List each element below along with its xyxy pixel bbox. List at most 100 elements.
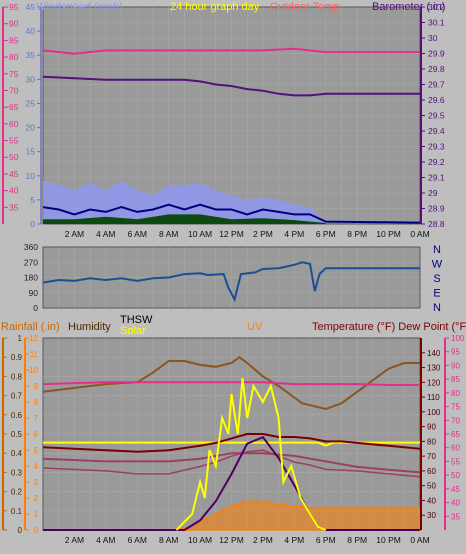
compass-w-1: W xyxy=(432,259,443,271)
rain-tick-0: 0 xyxy=(18,526,23,535)
humidity-line xyxy=(42,355,420,411)
uv-tick-9: 9 xyxy=(34,382,39,391)
wind-tick-0: 0 xyxy=(30,219,35,229)
rain-tick-0-4: 0.4 xyxy=(11,449,23,458)
baro-tick-30: 30 xyxy=(428,33,438,43)
wind-tick-20: 20 xyxy=(26,123,36,133)
x-tick-12-pm: 12 PM xyxy=(219,535,244,545)
temp-tick-60: 60 xyxy=(427,467,436,476)
temp-tick-75: 75 xyxy=(9,69,19,79)
solar-line xyxy=(175,377,327,531)
x-tick-10-am: 10 AM xyxy=(188,535,212,545)
rainfall-label: Rainfall (.in) xyxy=(1,321,60,333)
uv-tick-2: 2 xyxy=(34,494,39,503)
dew-tick-65: 65 xyxy=(451,430,460,439)
wind-tick-5: 5 xyxy=(30,195,35,205)
x-tick-10-am: 10 AM xyxy=(188,229,212,239)
wind-tick-45: 45 xyxy=(26,2,36,12)
temp-tick-90: 90 xyxy=(427,423,436,432)
temperature-label: Temperature (°F) Dew Point (°F) xyxy=(312,321,466,333)
dew-tick-50: 50 xyxy=(451,471,460,480)
x-tick-6-pm: 6 PM xyxy=(316,229,336,239)
baro-tick-29-7: 29.7 xyxy=(428,80,445,90)
baro-tick-29-9: 29.9 xyxy=(428,49,445,59)
x-tick-10-pm: 10 PM xyxy=(376,229,401,239)
baro-tick-29-4: 29.4 xyxy=(428,126,445,136)
temperature-line xyxy=(42,433,421,453)
rain-tick-0-3: 0.3 xyxy=(11,468,23,477)
dir-tick-360: 360 xyxy=(24,242,38,252)
outdoor-temp-label: Outdoor Temp xyxy=(270,1,340,13)
dewpoint-line xyxy=(42,452,421,474)
rain-tick-0-1: 0.1 xyxy=(11,507,23,516)
dew-tick-80: 80 xyxy=(451,389,460,398)
baro-tick-28-9: 28.9 xyxy=(428,204,445,214)
dew-tick-60: 60 xyxy=(451,444,460,453)
baro-tick-29-5: 29.5 xyxy=(428,111,445,121)
x-tick-6-pm: 6 PM xyxy=(316,535,336,545)
uv-tick-1: 1 xyxy=(34,510,39,519)
uv-tick-11: 11 xyxy=(30,350,39,359)
compass-e-3: E xyxy=(433,288,440,300)
temp-tick-80: 80 xyxy=(427,437,436,446)
dir-tick-180: 180 xyxy=(24,273,38,283)
x-tick-0-am: 0 AM xyxy=(410,535,429,545)
dew-tick-100: 100 xyxy=(451,334,465,343)
temp-tick-65: 65 xyxy=(9,102,19,112)
windspeed-label: Windspeed (mph) xyxy=(36,1,123,13)
outdoor-temp-line xyxy=(42,47,420,55)
uv-tick-10: 10 xyxy=(29,366,38,375)
uv-tick-8: 8 xyxy=(34,398,39,407)
barometer-line xyxy=(42,75,420,97)
thsw-label: THSW xyxy=(120,314,153,326)
temp-tick-30: 30 xyxy=(427,511,436,520)
dew-tick-45: 45 xyxy=(451,485,460,494)
temp-tick-140: 140 xyxy=(427,349,441,358)
x-tick-2-am: 2 AM xyxy=(65,535,84,545)
baro-tick-30-1: 30.1 xyxy=(428,18,445,28)
x-tick-8-am: 8 AM xyxy=(159,229,178,239)
dir-tick-0: 0 xyxy=(33,303,38,313)
solar-label: Solar xyxy=(120,325,146,337)
rain-tick-0-7: 0.7 xyxy=(11,392,23,401)
baro-tick-29-6: 29.6 xyxy=(428,95,445,105)
x-tick-4-pm: 4 PM xyxy=(284,229,304,239)
rain-tick-0-6: 0.6 xyxy=(11,411,23,420)
x-tick-2-am: 2 AM xyxy=(65,229,84,239)
uv-tick-3: 3 xyxy=(34,478,39,487)
temp-tick-95: 95 xyxy=(9,2,19,12)
windspeed-line xyxy=(42,203,421,224)
temp-tick-80: 80 xyxy=(9,52,19,62)
uv-tick-5: 5 xyxy=(34,446,39,455)
compass-n-0: N xyxy=(433,244,441,256)
baro-tick-29-8: 29.8 xyxy=(428,64,445,74)
uv-tick-6: 6 xyxy=(34,430,39,439)
rain-tick-1: 1 xyxy=(18,334,23,343)
baro-tick-29: 29 xyxy=(428,188,438,198)
rain-tick-0-9: 0.9 xyxy=(11,353,23,362)
dew-tick-40: 40 xyxy=(451,499,460,508)
dew-tick-35: 35 xyxy=(451,512,460,521)
compass-n-4: N xyxy=(433,302,441,314)
temp-tick-70: 70 xyxy=(9,85,19,95)
dew-tick-55: 55 xyxy=(451,457,460,466)
x-tick-2-pm: 2 PM xyxy=(253,229,273,239)
temp-tick-45: 45 xyxy=(9,169,19,179)
compass-s-2: S xyxy=(433,273,440,285)
dew-tick-70: 70 xyxy=(451,416,460,425)
dew-tick-95: 95 xyxy=(451,348,460,357)
temp-tick-85: 85 xyxy=(9,35,19,45)
x-tick-8-pm: 8 PM xyxy=(347,535,367,545)
temp-tick-55: 55 xyxy=(9,136,19,146)
uv-label: UV xyxy=(247,321,263,333)
x-tick-10-pm: 10 PM xyxy=(376,535,401,545)
dew-tick-75: 75 xyxy=(451,403,460,412)
wind-direction-line xyxy=(42,261,420,303)
wind-tick-25: 25 xyxy=(26,98,36,108)
panel-wind-temp-baro: 2 AM 4 AM 6 AM 8 AM 10 AM 12 PM 2 PM 4 PM 6 PM 8 … xyxy=(2,1,445,239)
rain-tick-0-8: 0.8 xyxy=(11,372,23,381)
x-tick-8-pm: 8 PM xyxy=(347,229,367,239)
rain-tick-0-5: 0.5 xyxy=(11,430,23,439)
dir-tick-270: 270 xyxy=(24,257,38,267)
